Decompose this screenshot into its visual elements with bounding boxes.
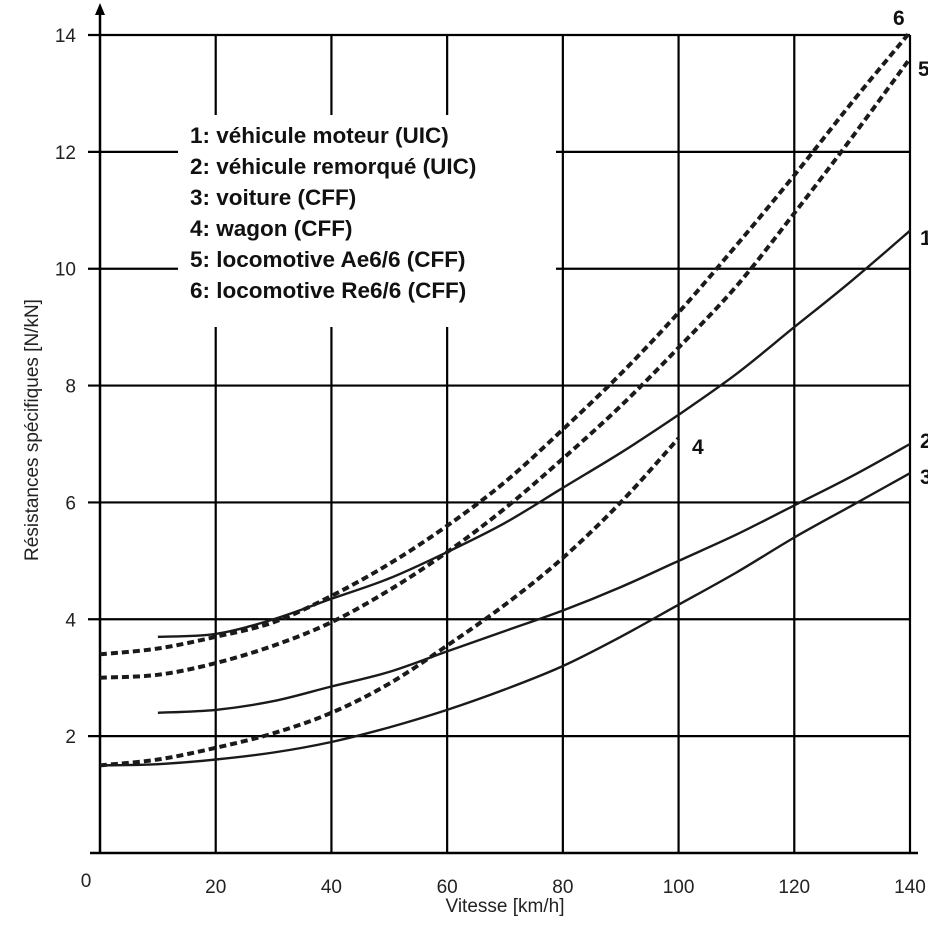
- x-axis-title: Vitesse [km/h]: [446, 896, 565, 917]
- y-axis-title: Résistances spécifiques [N/kN]: [22, 299, 43, 561]
- y-tick-label-2: 2: [65, 727, 76, 748]
- series-label-6: 6: [893, 7, 905, 30]
- x-tick-label-100: 100: [663, 877, 695, 898]
- series-line-5: [99, 57, 912, 680]
- y-tick-label-6: 6: [65, 493, 76, 514]
- y-tick-label-8: 8: [65, 377, 76, 398]
- y-tick-label-14: 14: [55, 26, 77, 47]
- x-tick-label-0: 0: [81, 871, 92, 892]
- legend: 1: véhicule moteur (UIC) 2: véhicule remo…: [178, 115, 556, 327]
- legend-entry-2: 2: véhicule remorqué (UIC): [190, 154, 476, 179]
- series-label-1: 1: [920, 227, 928, 250]
- legend-entry-6: 6: locomotive Re6/6 (CFF): [190, 278, 466, 303]
- legend-entry-4: 4: wagon (CFF): [190, 216, 352, 241]
- series-label-2: 2: [920, 430, 928, 453]
- x-tick-label-40: 40: [321, 877, 342, 898]
- series-line-4: [99, 436, 681, 768]
- x-tick-label-20: 20: [205, 877, 226, 898]
- legend-entry-3: 3: voiture (CFF): [190, 185, 356, 210]
- series: [99, 30, 912, 768]
- series-label-5: 5: [918, 58, 928, 81]
- legend-background: [178, 115, 556, 327]
- legend-entry-1: 1: véhicule moteur (UIC): [190, 123, 449, 148]
- x-tick-label-80: 80: [552, 877, 573, 898]
- x-tick-label-120: 120: [778, 877, 810, 898]
- x-tick-label-60: 60: [437, 877, 458, 898]
- legend-entry-5: 5: locomotive Ae6/6 (CFF): [190, 247, 465, 272]
- axes: [90, 3, 918, 855]
- series-line-6: [99, 30, 912, 657]
- series-line-2: [157, 442, 911, 714]
- y-tick-label-10: 10: [55, 260, 76, 281]
- series-line-3: [99, 472, 911, 767]
- y-tick-label-12: 12: [55, 143, 76, 164]
- curve-labels: 1 2 3 4 5 6: [692, 7, 928, 489]
- series-label-4: 4: [692, 436, 704, 459]
- y-axis-arrow: [95, 3, 105, 15]
- series-label-3: 3: [920, 466, 928, 489]
- y-tick-label-4: 4: [65, 610, 76, 631]
- x-tick-label-140: 140: [894, 877, 926, 898]
